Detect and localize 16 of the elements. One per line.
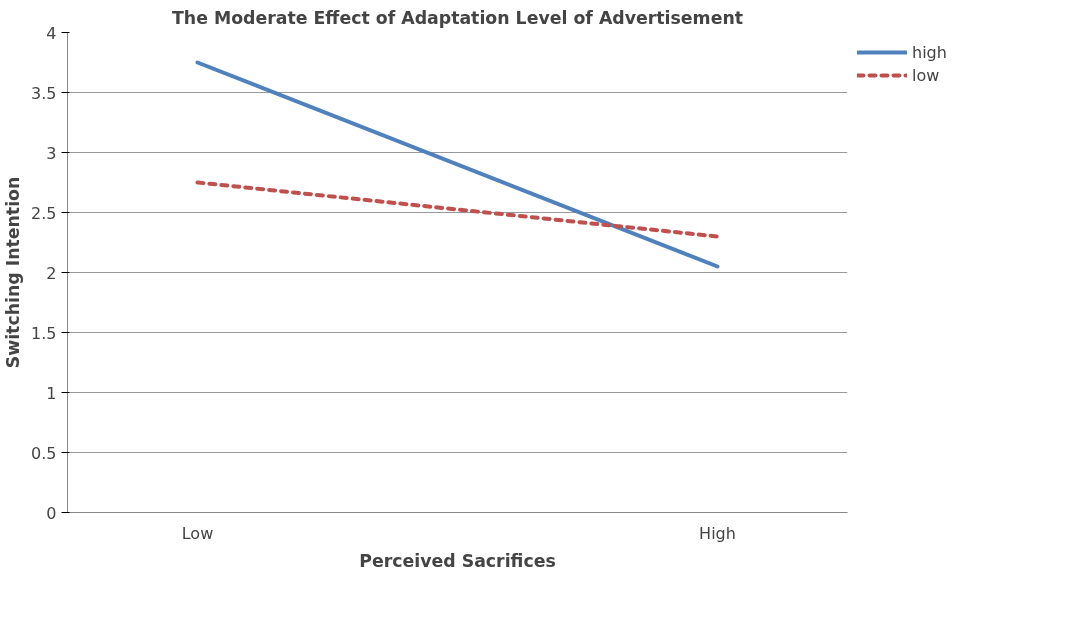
legend-label: high [912,42,947,62]
x-axis-title: Perceived Sacrifices [359,550,556,571]
x-tick-label: Low [181,523,214,543]
y-tick-label: 1.5 [31,323,57,343]
legend-label: low [912,65,940,85]
y-tick-label: 1 [46,383,57,403]
x-tick-label: High [699,523,736,543]
y-tick-label: 2 [46,263,57,283]
y-tick-label: 0 [46,503,57,523]
chart-title: The Moderate Effect of Adaptation Level of Advertisement [171,7,744,28]
y-tick-label: 3.5 [31,83,57,103]
y-tick-label: 3 [46,143,57,163]
y-tick-label: 0.5 [31,443,57,463]
y-tick-label: 4 [46,23,57,43]
y-tick-label: 2.5 [31,203,57,223]
y-axis-title: Switching Intention [3,176,24,369]
